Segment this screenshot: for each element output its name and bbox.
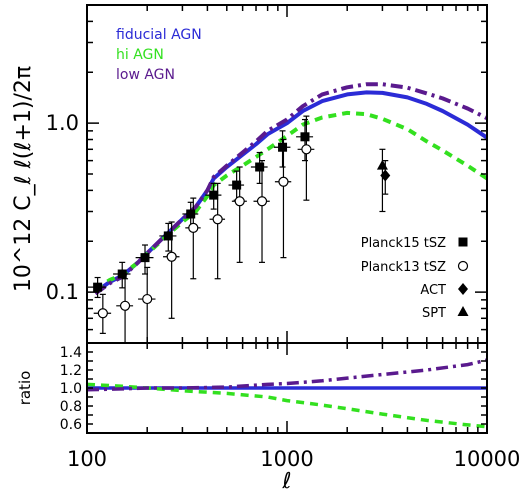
data-point-filled-square [113, 261, 131, 289]
data-point-open-circle [116, 278, 134, 344]
data-point-filled-square [228, 170, 245, 201]
marker-filled-square [163, 231, 173, 241]
x-tick-label: 100 [67, 447, 107, 471]
observation-legend: Planck15 tSZ Planck13 tSZ ACT SPT [361, 236, 469, 321]
marker-filled-square [255, 162, 265, 172]
ratio-line-low [86, 358, 488, 392]
data-point-open-circle [209, 182, 226, 280]
data-point-filled-square [159, 222, 177, 252]
marker-filled-triangle [376, 159, 388, 170]
power-spectrum-panel: 0.1 1.0 10^12 C_ℓ ℓ(ℓ+1)/2π fiducial AGN h… [11, 4, 489, 344]
data-point-open-circle [138, 266, 156, 344]
data-point-filled-square [296, 118, 314, 162]
marker-open-circle [97, 308, 108, 319]
ratio-y-tick-label: 1.2 [60, 363, 82, 379]
ratio-curves [86, 358, 488, 429]
ratio-axis-label: ratio [16, 371, 34, 406]
obs-legend-label: SPT [422, 306, 446, 321]
marker-open-circle [188, 222, 199, 233]
x-tick-label: 10000 [454, 447, 520, 471]
data-point-open-circle [185, 197, 201, 280]
obs-legend-marker-filled-square [458, 237, 468, 247]
ratio-y-tick-label: 0.8 [60, 399, 82, 415]
legend-entry-low: low AGN [116, 67, 175, 83]
x-axis-label: ℓ [281, 469, 291, 491]
legend-entry-hi: hi AGN [116, 47, 164, 63]
data-point-filled-square [273, 130, 291, 168]
marker-open-circle [278, 176, 289, 187]
obs-legend-label: Planck15 tSZ [361, 236, 446, 251]
y-axis-label: 10^12 C_ℓ ℓ(ℓ+1)/2π [11, 66, 36, 292]
marker-open-circle [119, 300, 131, 311]
observation-points [87, 115, 391, 344]
marker-filled-square [278, 142, 288, 152]
marker-open-circle [142, 293, 153, 305]
data-point-filled-square [205, 182, 222, 210]
obs-legend-label: Planck13 tSZ [361, 260, 446, 275]
marker-open-circle [234, 196, 245, 207]
marker-filled-square [117, 269, 127, 279]
model-legend: fiducial AGN hi AGN low AGN [116, 27, 202, 83]
data-point-open-circle [163, 221, 180, 319]
marker-filled-square [232, 180, 242, 190]
obs-legend-marker-open-circle [457, 260, 469, 272]
x-tick-label: 1000 [260, 447, 313, 471]
marker-open-circle [166, 251, 177, 262]
data-point-filled-triangle [376, 148, 388, 213]
ratio-panel-frame [86, 342, 488, 434]
y-tick-label: 0.1 [46, 280, 79, 304]
marker-filled-square [300, 132, 310, 142]
ratio-panel-ticks: 100 1000 10000 0.6 0.8 1.0 1.2 1.4 [60, 342, 520, 471]
ratio-y-tick-label: 1.0 [60, 381, 82, 397]
ratio-y-tick-label: 1.4 [60, 345, 82, 361]
obs-legend-marker-filled-diamond [458, 283, 468, 295]
data-point-filled-square [87, 276, 107, 299]
marker-filled-square [140, 253, 150, 263]
marker-open-circle [256, 196, 268, 207]
y-tick-label: 1.0 [46, 111, 79, 135]
data-point-filled-square [250, 151, 268, 184]
obs-legend-label: ACT [420, 283, 446, 298]
data-point-open-circle [253, 160, 270, 263]
ratio-line-hi [86, 382, 488, 429]
marker-filled-square [93, 282, 103, 292]
obs-legend-marker-filled-triangle [457, 306, 469, 316]
ratio-panel: 100 1000 10000 0.6 0.8 1.0 1.2 1.4 ratio [16, 342, 520, 471]
data-point-filled-square [135, 244, 154, 275]
marker-filled-square [209, 190, 219, 200]
data-point-open-circle [297, 115, 315, 201]
ratio-y-tick-label: 0.6 [60, 417, 82, 433]
marker-open-circle [212, 214, 223, 225]
data-point-open-circle [231, 166, 247, 263]
marker-filled-diamond [380, 169, 391, 182]
marker-open-circle [301, 144, 312, 155]
data-point-open-circle [274, 138, 292, 259]
data-point-open-circle [93, 293, 112, 334]
marker-filled-square [186, 209, 196, 219]
legend-entry-fiducial: fiducial AGN [116, 27, 202, 43]
